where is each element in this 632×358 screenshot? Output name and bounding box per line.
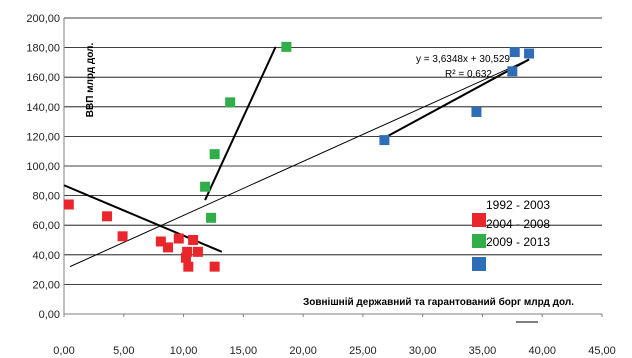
overall-trendline — [69, 58, 530, 268]
data-markers — [63, 41, 535, 272]
legend-label: 1992 - 2003 — [486, 198, 550, 212]
marker-1992-2003 — [183, 261, 194, 272]
marker-2004-2008 — [206, 212, 217, 223]
marker-1992-2003 — [155, 236, 166, 247]
marker-2004-2008 — [200, 181, 211, 192]
y-tick-label: 120,00 — [26, 131, 60, 143]
marker-2009-2013 — [524, 48, 535, 59]
marker-2009-2013 — [379, 135, 390, 146]
legend-marker — [472, 234, 486, 248]
y-tick-label: 60,00 — [32, 220, 60, 232]
marker-1992-2003 — [209, 261, 220, 272]
marker-1992-2003 — [192, 246, 203, 257]
marker-1992-2003 — [182, 246, 193, 257]
y-tick-label: 160,00 — [26, 72, 60, 84]
marker-2004-2008 — [209, 149, 220, 160]
trendline-r-squared: R² = 0,632 — [445, 69, 492, 80]
y-tick-labels: 0,00 20,00 40,00 60,00 80,00 100,00 120,00 140,… — [26, 13, 60, 321]
y-tick-label: 100,00 — [26, 161, 60, 173]
legend-label: 2004 - 2008 — [486, 217, 550, 231]
marker-1992-2003 — [180, 252, 191, 263]
y-tick-label: 140,00 — [26, 102, 60, 114]
marker-2009-2013 — [509, 47, 520, 58]
x-tick-label: 25,00 — [349, 345, 377, 357]
marker-1992-2003 — [163, 242, 174, 253]
trendline-2009-2013 — [383, 58, 530, 139]
marker-1992-2003 — [102, 211, 113, 222]
x-tick-label: 45,00 — [588, 345, 616, 357]
y-tick-label: 180,00 — [26, 43, 60, 55]
legend: 1992 - 2003 2004 - 2008 2009 - 2013 — [472, 198, 550, 271]
x-tick-label: 35,00 — [469, 345, 497, 357]
legend-label: 2009 - 2013 — [486, 235, 550, 249]
marker-2009-2013 — [471, 106, 482, 117]
marker-1992-2003 — [63, 199, 74, 210]
trendline-equation: y = 3,6348x + 30,529 — [416, 54, 510, 65]
y-tick-label: 40,00 — [32, 250, 60, 262]
trendline-2004-2008 — [204, 46, 277, 201]
marker-1992-2003 — [117, 231, 128, 242]
y-tick-label: 0,00 — [39, 309, 60, 321]
y-tick-label: 20,00 — [32, 279, 60, 291]
x-tick-label: 20,00 — [289, 345, 317, 357]
x-tick-labels: 0,00 5,00 10,00 15,00 20,00 25,00 30,00 35,00 40… — [53, 314, 616, 357]
marker-2009-2013 — [507, 66, 518, 77]
x-tick-label: 5,00 — [113, 345, 134, 357]
x-tick-label: 10,00 — [170, 345, 198, 357]
marker-1992-2003 — [173, 233, 184, 244]
y-tick-label: 200,00 — [26, 13, 60, 25]
y-tick-label: 80,00 — [32, 191, 60, 203]
y-axis-label: ВВП млрд дол. — [85, 43, 96, 118]
x-tick-label: 0,00 — [53, 345, 74, 357]
marker-2004-2008 — [225, 97, 236, 108]
marker-1992-2003 — [188, 235, 199, 245]
x-tick-label: 15,00 — [230, 345, 258, 357]
legend-marker — [472, 213, 486, 227]
x-axis-label: Зовнішній державний та гарантований борг… — [303, 296, 574, 308]
x-tick-label: 30,00 — [409, 345, 437, 357]
marker-2004-2008 — [281, 41, 292, 52]
legend-marker — [472, 257, 486, 271]
x-tick-label: 40,00 — [528, 345, 556, 357]
